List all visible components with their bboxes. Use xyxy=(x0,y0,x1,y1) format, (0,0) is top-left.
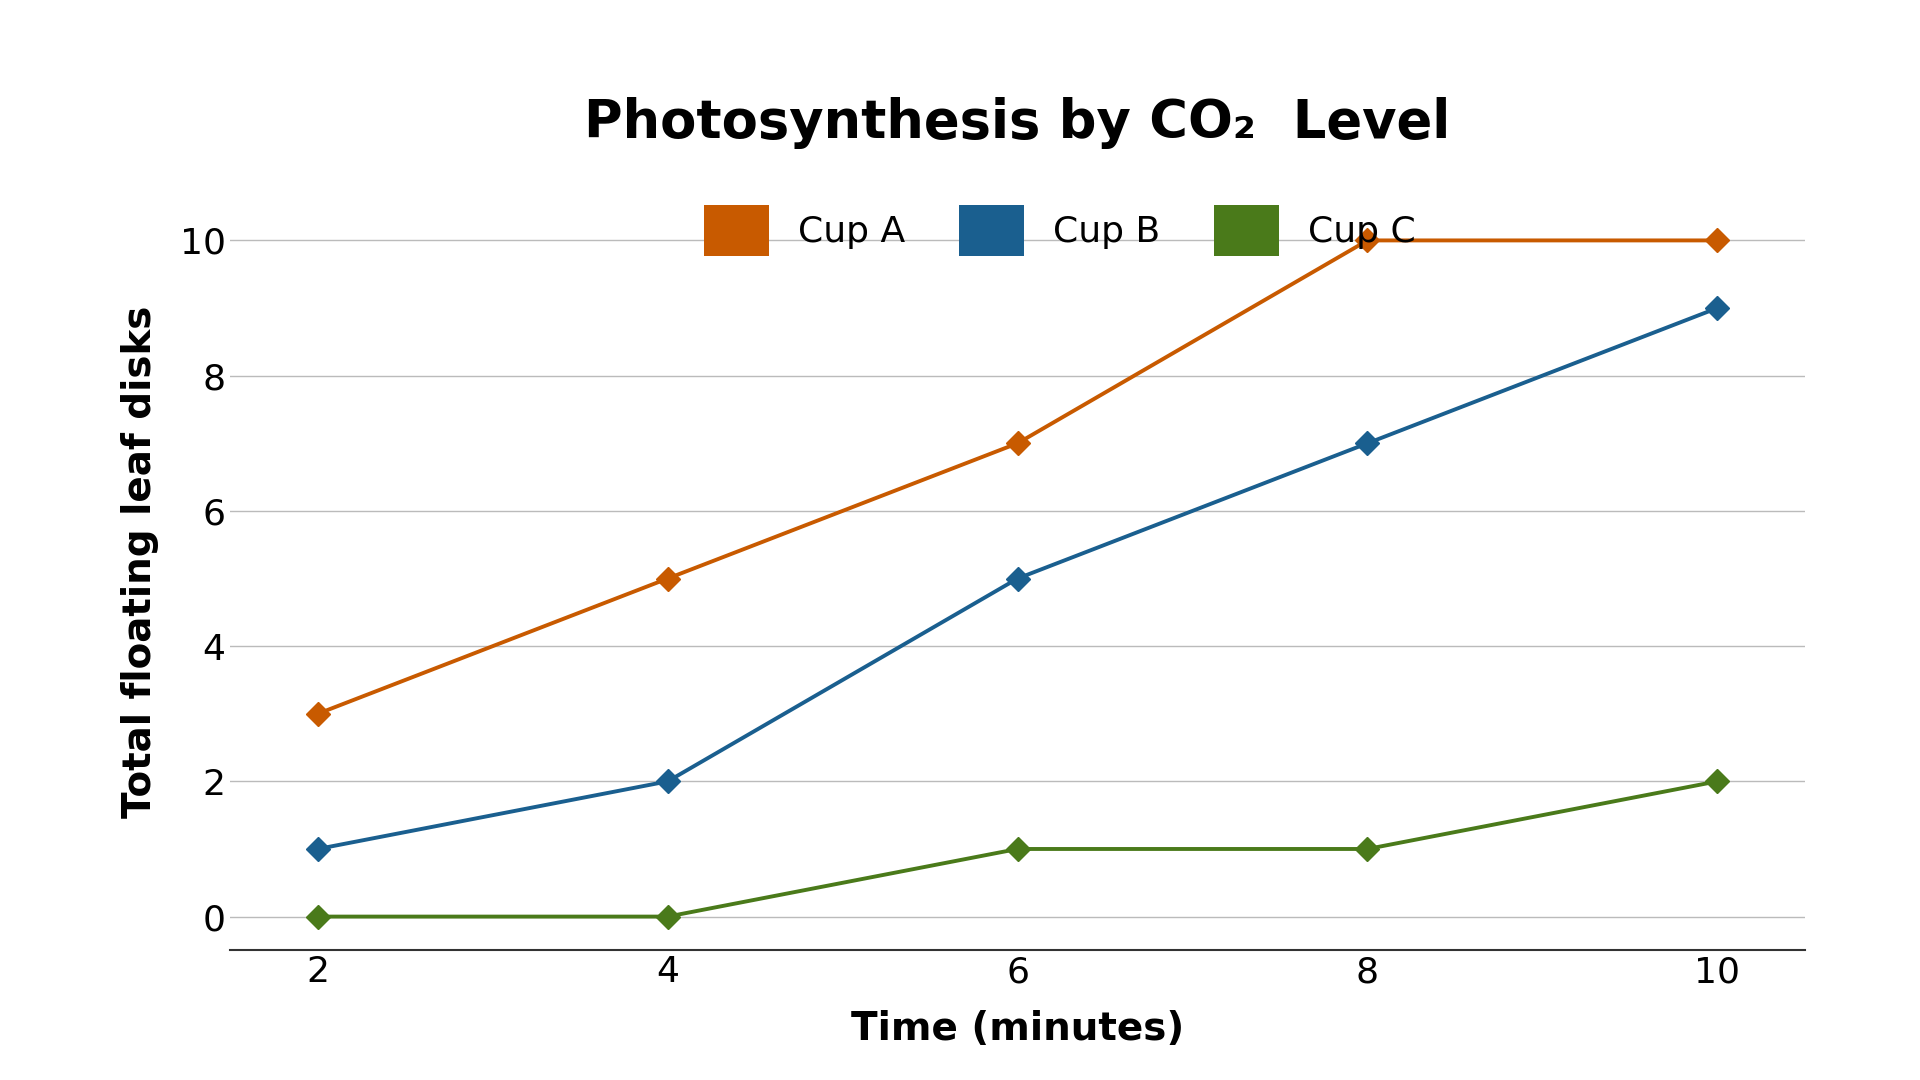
Line: Cup C: Cup C xyxy=(309,773,1726,924)
Cup C xyxy=(1356,842,1379,855)
Line: Cup A: Cup A xyxy=(309,232,1726,723)
Cup C xyxy=(307,910,330,923)
Cup B xyxy=(1705,301,1728,314)
Cup B xyxy=(1356,436,1379,449)
Cup A xyxy=(307,707,330,720)
Legend: Cup A, Cup B, Cup C: Cup A, Cup B, Cup C xyxy=(689,191,1430,271)
Cup A xyxy=(657,572,680,585)
Cup A xyxy=(1356,234,1379,247)
Cup B xyxy=(657,774,680,787)
Cup B xyxy=(307,842,330,855)
Cup B xyxy=(1006,572,1029,585)
Cup A xyxy=(1006,436,1029,449)
Cup A xyxy=(1705,234,1728,247)
Title: Photosynthesis by CO₂  Level: Photosynthesis by CO₂ Level xyxy=(584,97,1452,149)
X-axis label: Time (minutes): Time (minutes) xyxy=(851,1010,1185,1048)
Cup C xyxy=(657,910,680,923)
Line: Cup B: Cup B xyxy=(309,300,1726,858)
Cup C xyxy=(1006,842,1029,855)
Cup C xyxy=(1705,774,1728,787)
Y-axis label: Total floating leaf disks: Total floating leaf disks xyxy=(121,306,159,818)
